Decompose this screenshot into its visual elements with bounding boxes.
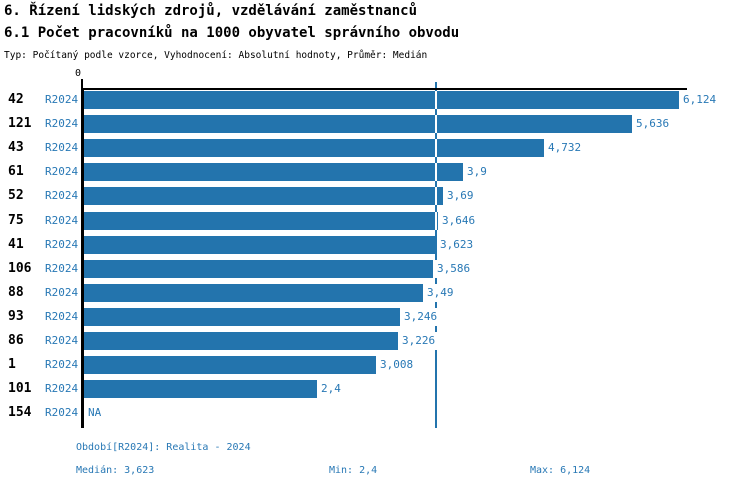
bar[interactable] — [84, 308, 400, 326]
bar[interactable] — [84, 115, 632, 133]
chart-meta-line: Typ: Počítaný podle vzorce, Vyhodnocení:… — [4, 50, 428, 61]
row-period-label: R2024 — [45, 93, 79, 106]
chart-title: 6. Řízení lidských zdrojů, vzdělávání za… — [4, 3, 418, 19]
chart-row: 75 R2024 3,646 — [0, 212, 750, 230]
median-line-overlay — [435, 163, 437, 181]
bar-value-label: 3,9 — [465, 163, 489, 181]
y-axis-line — [81, 88, 84, 428]
chart-row: 43 R2024 4,732 — [0, 139, 750, 157]
chart-row: 93 R2024 3,246 — [0, 308, 750, 326]
bar[interactable] — [84, 236, 436, 254]
chart-row: 42 R2024 6,124 — [0, 91, 750, 109]
row-id-label: 1 — [8, 357, 16, 372]
chart-row: 121 R2024 5,636 — [0, 115, 750, 133]
bar-value-label: 2,4 — [319, 380, 343, 398]
median-line — [435, 82, 437, 428]
chart-row: 86 R2024 3,226 — [0, 332, 750, 350]
chart-row: 88 R2024 3,49 — [0, 284, 750, 302]
row-period-label: R2024 — [45, 358, 79, 371]
x-axis-line — [82, 88, 687, 90]
footer-max-label: Max: 6,124 — [530, 465, 591, 476]
footer-median-label: Medián: 3,623 — [76, 465, 155, 476]
row-period-label: R2024 — [45, 165, 79, 178]
row-id-label: 86 — [8, 333, 24, 348]
bar[interactable] — [84, 187, 443, 205]
row-id-label: 41 — [8, 237, 24, 252]
row-period-label: R2024 — [45, 141, 79, 154]
row-period-label: R2024 — [45, 189, 79, 202]
row-period-label: R2024 — [45, 286, 79, 299]
row-period-label: R2024 — [45, 310, 79, 323]
row-period-label: R2024 — [45, 382, 79, 395]
chart-row: 101 R2024 2,4 — [0, 380, 750, 398]
bar[interactable] — [84, 212, 438, 230]
row-period-label: R2024 — [45, 238, 79, 251]
chart-row: 106 R2024 3,586 — [0, 260, 750, 278]
row-period-label: R2024 — [45, 262, 79, 275]
bar[interactable] — [84, 139, 544, 157]
bar[interactable] — [84, 260, 433, 278]
median-line-overlay — [435, 115, 437, 133]
row-id-label: 61 — [8, 164, 24, 179]
row-period-label: R2024 — [45, 406, 79, 419]
row-id-label: 42 — [8, 92, 24, 107]
median-line-overlay — [435, 91, 437, 109]
zero-tick — [81, 79, 83, 88]
row-id-label: 43 — [8, 140, 24, 155]
median-line-overlay — [435, 187, 437, 205]
row-period-label: R2024 — [45, 117, 79, 130]
row-period-label: R2024 — [45, 334, 79, 347]
bar-value-label: 3,246 — [402, 308, 440, 326]
bar-value-label: 3,226 — [400, 332, 438, 350]
bar-value-label: 3,586 — [435, 260, 473, 278]
bar-value-label: 6,124 — [681, 91, 719, 109]
row-id-label: 52 — [8, 188, 24, 203]
na-value-label: NA — [86, 404, 104, 422]
bar-value-label: 4,732 — [546, 139, 584, 157]
median-line-overlay — [435, 139, 437, 157]
bar-value-label: 3,008 — [378, 356, 416, 374]
bar[interactable] — [84, 284, 423, 302]
row-id-label: 93 — [8, 309, 24, 324]
row-id-label: 75 — [8, 213, 24, 228]
bar-value-label: 3,623 — [438, 236, 476, 254]
row-id-label: 101 — [8, 381, 32, 396]
bar[interactable] — [84, 91, 679, 109]
chart-subtitle: 6.1 Počet pracovníků na 1000 obyvatel sp… — [4, 25, 460, 41]
row-id-label: 88 — [8, 285, 24, 300]
chart-row: 52 R2024 3,69 — [0, 187, 750, 205]
bar-value-label: 3,69 — [445, 187, 476, 205]
bar[interactable] — [84, 356, 376, 374]
bar[interactable] — [84, 332, 398, 350]
row-period-label: R2024 — [45, 214, 79, 227]
chart-row: 1 R2024 3,008 — [0, 356, 750, 374]
bar-value-label: 3,49 — [425, 284, 456, 302]
bar[interactable] — [84, 380, 317, 398]
zero-tick-label: 0 — [75, 68, 82, 79]
bar-value-label: 3,646 — [440, 212, 478, 230]
bar-value-label: 5,636 — [634, 115, 672, 133]
footer-min-label: Min: 2,4 — [329, 465, 378, 476]
chart-row: 154 R2024 NA — [0, 404, 750, 422]
row-id-label: 121 — [8, 116, 32, 131]
chart-row: 41 R2024 3,623 — [0, 236, 750, 254]
row-id-label: 154 — [8, 405, 32, 420]
bar[interactable] — [84, 163, 463, 181]
chart-row: 61 R2024 3,9 — [0, 163, 750, 181]
median-line-overlay — [435, 212, 437, 230]
row-id-label: 106 — [8, 261, 32, 276]
footer-period-label: Období[R2024]: Realita - 2024 — [76, 442, 251, 453]
